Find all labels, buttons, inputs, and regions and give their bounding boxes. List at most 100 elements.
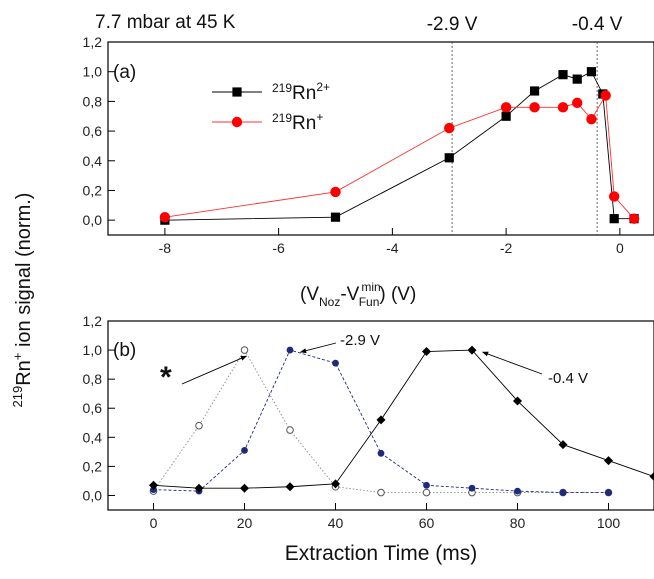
panel-b-annotation-arrow-0 xyxy=(181,355,248,385)
panel-b-series-0-point xyxy=(377,488,385,497)
panel-a-ytick-label: 0,6 xyxy=(83,123,103,139)
panel-a-series-1-point xyxy=(557,102,569,113)
panel-b-series-2-point xyxy=(467,345,477,355)
panel-b-x-axis-label: Extraction Time (ms) xyxy=(285,542,478,565)
panel-a-series-1-point xyxy=(529,102,540,113)
panel-b-ytick-label: 0,4 xyxy=(83,429,103,445)
panel-a-series-0-point xyxy=(330,212,341,222)
panel-a-x-ticks: -8 -6 -4 -2 0 xyxy=(159,228,624,256)
panel-b-series-2-point xyxy=(422,347,431,357)
panel-a-series-1-point xyxy=(159,211,171,223)
panel-a-series-1-point xyxy=(608,191,620,202)
panel-b-series-1-point xyxy=(468,484,476,492)
legend-marker-1 xyxy=(231,116,243,128)
panel-a-xtick-label: -4 xyxy=(386,240,399,256)
panel-b-ytick-label: 0,6 xyxy=(83,400,103,416)
panel-b-label: (b) xyxy=(113,340,136,361)
panel-a-series-0-point xyxy=(609,214,619,224)
panel-a-series-1-point xyxy=(600,90,611,101)
panel-a-series-0-point xyxy=(572,74,582,84)
panel-b-series-1-point xyxy=(514,487,521,495)
legend-label-1: 219Rn+ xyxy=(272,110,323,134)
panel-b: 0 20 40 60 80 100 0,0 0,2 0,4 0,6 0,8 1,0 1,2 * -2.9… xyxy=(83,313,654,565)
panel-a: -2.9 V -0.4 V -8 -6 -4 -2 0 0,0 0,2 0,4 0,6 0,8 1,… xyxy=(83,12,654,309)
panel-b-ytick-label: 0,0 xyxy=(83,487,103,503)
panel-a-reference-lines: -2.9 V -0.4 V xyxy=(427,14,623,235)
panel-b-annotations: * -2.9 V -0.4 V xyxy=(160,332,588,394)
panel-a-series-0-point xyxy=(501,111,511,121)
panel-a-y-ticks: 0,0 0,2 0,4 0,6 0,8 1,0 1,2 xyxy=(83,34,115,228)
panel-b-series-2-point xyxy=(513,396,522,406)
panel-b-series-2-point xyxy=(149,480,158,490)
panel-a-series-1-point xyxy=(444,122,455,134)
panel-b-ytick-label: 1,0 xyxy=(83,342,103,358)
panel-a-series-1-point xyxy=(500,102,512,113)
panel-a-series-1-point xyxy=(330,186,341,198)
panel-b-annotation-arrow-2 xyxy=(481,351,543,375)
panel-b-annotation-2: -0.4 V xyxy=(548,370,588,387)
panel-b-series-0-point xyxy=(422,488,431,497)
panel-b-frame xyxy=(107,320,654,511)
panel-b-series-2-point xyxy=(331,479,340,489)
panel-a-series-0-point xyxy=(529,86,540,96)
panel-a-ytick-label: 0,4 xyxy=(83,153,103,169)
panel-b-annotation-arrow-1 xyxy=(299,342,337,354)
panel-a-series-0-point xyxy=(586,67,597,77)
panel-b-ytick-label: 0,8 xyxy=(83,371,103,387)
panel-b-series-2-point xyxy=(649,472,654,482)
panel-b-y-ticks: 0,0 0,2 0,4 0,6 0,8 1,0 1,2 xyxy=(83,313,115,503)
panel-b-series-1-point xyxy=(559,489,567,496)
panel-a-xtick-label: -8 xyxy=(159,240,172,256)
panel-b-xtick-label: 100 xyxy=(597,515,621,531)
y-axis-label: 219Rn+ ion signal (norm.) xyxy=(10,193,35,408)
panel-b-x-ticks: 0 20 40 60 80 100 xyxy=(150,503,621,531)
panel-b-series-2-point xyxy=(240,483,249,493)
panel-b-series xyxy=(149,345,654,497)
panel-b-ytick-label: 1,2 xyxy=(83,313,103,329)
panel-a-frame xyxy=(107,41,654,236)
panel-a-x-axis-label: (VNoz-V min Fun) (V) xyxy=(300,280,416,309)
panel-b-xtick-label: 80 xyxy=(510,515,526,531)
legend-marker-0 xyxy=(232,87,242,97)
panel-b-series-2-line xyxy=(153,349,654,489)
panel-b-xtick-label: 40 xyxy=(328,515,344,531)
panel-a-ytick-label: 0,8 xyxy=(83,93,103,109)
panel-a-label: (a) xyxy=(113,62,136,83)
panel-b-series-0-point xyxy=(240,346,249,354)
panel-b-series-2-point xyxy=(285,482,295,492)
panel-a-ytick-label: 1,2 xyxy=(83,34,103,50)
panel-a-series-1-point xyxy=(628,213,640,224)
panel-b-series-0-point xyxy=(195,421,203,430)
panel-a-ytick-label: 0,2 xyxy=(83,182,103,198)
panel-b-series-1-point xyxy=(332,359,339,367)
panel-a-series-0-point xyxy=(444,153,454,163)
panel-b-ytick-label: 0,2 xyxy=(83,458,103,474)
panel-a-xtick-label: -2 xyxy=(500,240,513,256)
panel-a-legend: 219Rn2+ 219Rn+ xyxy=(212,80,330,134)
panel-b-series-2-point xyxy=(194,483,204,493)
panel-a-xtick-label: -6 xyxy=(272,240,285,256)
panel-b-series-1-point xyxy=(605,489,612,496)
panel-a-ytick-label: 0,0 xyxy=(83,212,103,228)
panel-b-series-1-point xyxy=(377,449,385,457)
panel-a-ytick-label: 1,0 xyxy=(83,64,103,80)
panel-a-xtick-label: 0 xyxy=(616,240,624,256)
panel-b-series-2-point xyxy=(376,415,386,425)
panel-b-xtick-label: 60 xyxy=(419,515,435,531)
panel-a-series xyxy=(159,67,640,225)
panel-b-annotation-0: * xyxy=(160,361,172,394)
panel-b-series-2-point xyxy=(558,440,568,450)
panel-b-annotation-1: -2.9 V xyxy=(340,332,380,349)
panel-b-series-1-point xyxy=(423,481,430,489)
panel-a-series-1-point xyxy=(572,97,583,109)
panel-b-xtick-label: 0 xyxy=(150,515,158,531)
panel-b-series-0-point xyxy=(286,426,294,434)
panel-a-series-0-point xyxy=(558,70,568,80)
panel-a-vline-label-0: -2.9 V xyxy=(427,14,478,35)
legend-label-0: 219Rn2+ xyxy=(272,80,330,104)
panel-b-series-1-point xyxy=(241,446,248,454)
panel-a-series-1-line xyxy=(164,94,635,219)
panel-b-series-1-point xyxy=(286,346,294,354)
panel-a-annotation: 7.7 mbar at 45 K xyxy=(95,12,236,33)
